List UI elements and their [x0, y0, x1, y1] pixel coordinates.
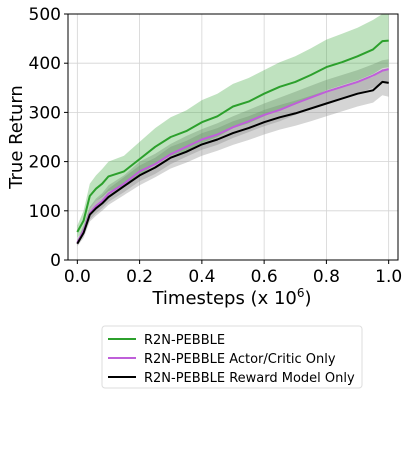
confidence-band-1	[77, 59, 389, 246]
x-axis-title-exponent: 6	[297, 286, 305, 300]
plot-frame	[67, 13, 399, 261]
y-tick-label: 500	[29, 5, 61, 25]
x-tick-label: 0.4	[188, 267, 215, 287]
series-line-0	[76, 39, 389, 233]
x-tick-label: 0.8	[313, 267, 340, 287]
confidence-bands	[77, 14, 389, 247]
y-axis-title: True Return	[6, 85, 27, 190]
series-lines	[76, 39, 389, 245]
legend-items: R2N-PEBBLE R2N-PEBBLE Actor/Critic Only R2…	[108, 333, 355, 386]
x-axis-ticks: 0.0 0.2 0.4 0.6 0.8 1.0	[64, 260, 402, 287]
legend: R2N-PEBBLE R2N-PEBBLE Actor/Critic Only R2…	[101, 325, 363, 389]
x-tick-label: 0.2	[126, 267, 153, 287]
x-axis-title-main: Timesteps (x 10	[151, 288, 296, 309]
confidence-band-2	[77, 69, 389, 247]
y-tick-label: 100	[29, 202, 61, 222]
x-tick-label: 0.6	[251, 267, 278, 287]
x-axis-title-close: )	[305, 288, 312, 309]
y-tick-label: 0	[50, 251, 61, 271]
y-axis-ticks: 0 100 200 300 400 500	[29, 5, 68, 271]
x-tick-label: 1.0	[375, 267, 402, 287]
confidence-band-0	[77, 14, 389, 238]
legend-frame	[101, 325, 363, 389]
legend-label: R2N-PEBBLE Actor/Critic Only	[144, 352, 336, 367]
x-axis-title: Timesteps (x 106)	[151, 286, 311, 309]
y-tick-label: 300	[29, 103, 61, 123]
legend-label: R2N-PEBBLE	[144, 333, 225, 348]
series-line-1	[76, 68, 389, 244]
x-tick-label: 0.0	[64, 267, 91, 287]
y-tick-label: 200	[29, 153, 61, 173]
series-line-2	[76, 80, 389, 245]
legend-label: R2N-PEBBLE Reward Model Only	[144, 371, 355, 386]
y-tick-label: 400	[29, 54, 61, 74]
